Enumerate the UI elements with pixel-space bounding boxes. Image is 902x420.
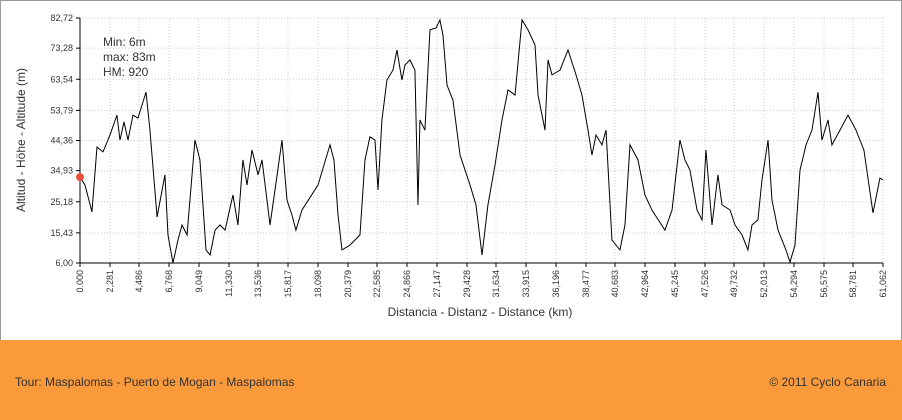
y-tick-label: 63,54 [50,74,73,84]
x-tick-label: 15,817 [283,270,293,298]
y-tick-label: 44,36 [50,136,73,146]
x-tick-label: 42,964 [640,270,650,298]
x-tick-label: 6,768 [164,270,174,293]
x-tick-label: 52,013 [759,270,769,298]
x-tick-label: 56,575 [819,270,829,298]
y-tick-label: 6,00 [55,258,73,268]
annotation: Min: 6m [103,35,146,49]
x-tick-label: 58,781 [848,270,858,298]
x-tick-label: 54,294 [789,270,799,298]
x-tick-label: 31,634 [491,270,501,298]
elevation-line [79,18,884,264]
annotation: HM: 920 [103,65,149,79]
y-tick-label: 34,93 [50,166,73,176]
x-tick-label: 4,486 [134,270,144,293]
x-tick-label: 49,732 [729,270,739,298]
y-axis-label: Altitud - Höhe - Altitude (m) [14,68,28,212]
y-tick-label: 82,72 [50,13,73,23]
x-tick-label: 27,147 [432,270,442,298]
chart-background [0,0,902,341]
y-tick-label: 53,79 [50,105,73,115]
x-tick-label: 11,330 [224,270,234,297]
x-axis-label: Distancia - Distanz - Distance (km) [388,305,573,319]
x-tick-label: 2,281 [105,270,115,293]
x-tick-label: 22,585 [372,270,382,298]
x-tick-label: 9,049 [194,270,204,293]
x-tick-label: 36,196 [551,270,561,298]
x-tick-label: 45,245 [670,270,680,298]
x-tick-label: 40,683 [610,270,620,298]
x-tick-label: 29,428 [462,270,472,298]
footer-right: © 2011 Cyclo Canaria [769,375,886,389]
x-tick-label: 33,915 [521,270,531,298]
x-tick-label: 0.000 [75,270,85,293]
x-tick-label: 61,062 [878,270,888,298]
footer-bar [0,340,902,420]
x-tick-label: 38,477 [581,270,591,298]
y-tick-label: 25,18 [50,197,73,207]
x-tick-label: 18,098 [313,270,323,298]
y-tick-label: 15,43 [50,228,73,238]
footer-left: Tour: Maspalomas - Puerto de Mogan - Mas… [15,375,294,389]
x-tick-label: 24,866 [402,270,412,298]
x-tick-label: 13,536 [253,270,263,298]
x-tick-label: 20,379 [343,270,353,298]
x-tick-label: 47,526 [700,270,710,298]
y-tick-label: 73,28 [50,43,73,53]
position-marker [76,173,84,182]
annotation: max: 83m [103,50,156,64]
